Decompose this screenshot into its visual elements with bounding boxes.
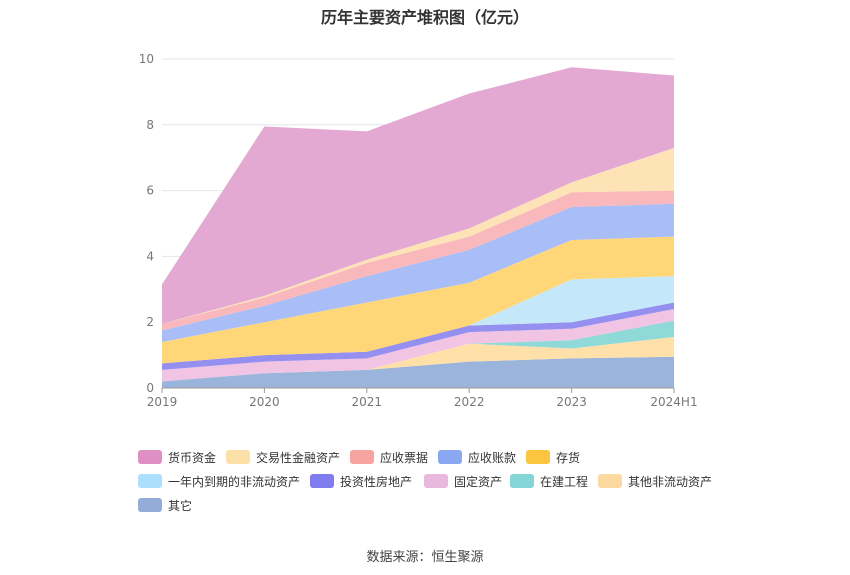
area-应收账款[interactable] bbox=[162, 203, 674, 342]
legend-swatch bbox=[310, 474, 334, 488]
legend-label: 存货 bbox=[556, 450, 581, 465]
x-tick-label: 2019 bbox=[147, 395, 178, 409]
chart-title: 历年主要资产堆积图（亿元） bbox=[320, 8, 529, 27]
area-投资性房地产[interactable] bbox=[162, 302, 674, 370]
legend-item[interactable]: 应收账款 bbox=[438, 448, 516, 466]
legend-label: 固定资产 bbox=[454, 474, 503, 489]
legend-swatch bbox=[438, 450, 462, 464]
legend-label: 交易性金融资产 bbox=[256, 450, 341, 465]
area-交易性金融资产[interactable] bbox=[162, 147, 674, 324]
legend-swatch bbox=[526, 450, 550, 464]
legend-swatch bbox=[598, 474, 622, 488]
data-source: 数据来源：恒生聚源 bbox=[366, 550, 484, 565]
legend-item[interactable]: 固定资产 bbox=[424, 472, 502, 490]
legend-item[interactable]: 其他非流动资产 bbox=[598, 472, 712, 490]
legend-item[interactable]: 投资性房地产 bbox=[310, 472, 412, 490]
area-series bbox=[162, 67, 674, 388]
y-tick-label: 10 bbox=[139, 52, 154, 66]
legend-swatch bbox=[226, 450, 250, 464]
legend-swatch bbox=[138, 498, 162, 512]
y-tick-label: 6 bbox=[146, 184, 154, 198]
legend-item[interactable]: 货币资金 bbox=[138, 448, 216, 466]
legend-item[interactable]: 交易性金融资产 bbox=[226, 448, 340, 466]
area-其他非流动资产[interactable] bbox=[162, 337, 674, 382]
legend-label: 应收账款 bbox=[468, 450, 517, 465]
y-tick-label: 2 bbox=[146, 315, 154, 329]
y-tick-label: 8 bbox=[146, 118, 154, 132]
legend-label: 投资性房地产 bbox=[340, 474, 413, 489]
legend-item[interactable]: 在建工程 bbox=[510, 472, 588, 490]
legend-swatch bbox=[424, 474, 448, 488]
axes: 0 2 4 6 8 10 2019 2020 2021 2022 2023 2024H1 bbox=[139, 52, 698, 409]
legend-item[interactable]: 其它 bbox=[138, 496, 192, 514]
area-存货[interactable] bbox=[162, 236, 674, 364]
x-tick-label: 2020 bbox=[249, 395, 280, 409]
area-应收票据[interactable] bbox=[162, 190, 674, 331]
x-tick-label: 2021 bbox=[352, 395, 383, 409]
legend-item[interactable]: 存货 bbox=[526, 448, 580, 466]
legend-swatch bbox=[138, 450, 162, 464]
y-tick-label: 0 bbox=[146, 381, 154, 395]
y-tick-label: 4 bbox=[146, 249, 154, 263]
area-货币资金[interactable] bbox=[162, 67, 674, 324]
legend-label: 应收票据 bbox=[380, 450, 429, 465]
legend-swatch bbox=[510, 474, 534, 488]
legend-label: 一年内到期的非流动资产 bbox=[168, 474, 301, 489]
area-其它[interactable] bbox=[162, 356, 674, 388]
legend-label: 其他非流动资产 bbox=[628, 474, 713, 489]
x-tick-label: 2023 bbox=[556, 395, 587, 409]
legend-swatch bbox=[350, 450, 374, 464]
legend-label: 其它 bbox=[168, 498, 193, 513]
legend-item[interactable]: 一年内到期的非流动资产 bbox=[138, 472, 300, 490]
x-tick-label: 2024H1 bbox=[650, 395, 697, 409]
legend-label: 在建工程 bbox=[540, 474, 589, 489]
area-一年内到期的非流动资产[interactable] bbox=[162, 276, 674, 364]
legend-swatch bbox=[138, 474, 162, 488]
legend-label: 货币资金 bbox=[168, 450, 217, 465]
legend-item[interactable]: 应收票据 bbox=[350, 448, 428, 466]
x-tick-label: 2022 bbox=[454, 395, 485, 409]
